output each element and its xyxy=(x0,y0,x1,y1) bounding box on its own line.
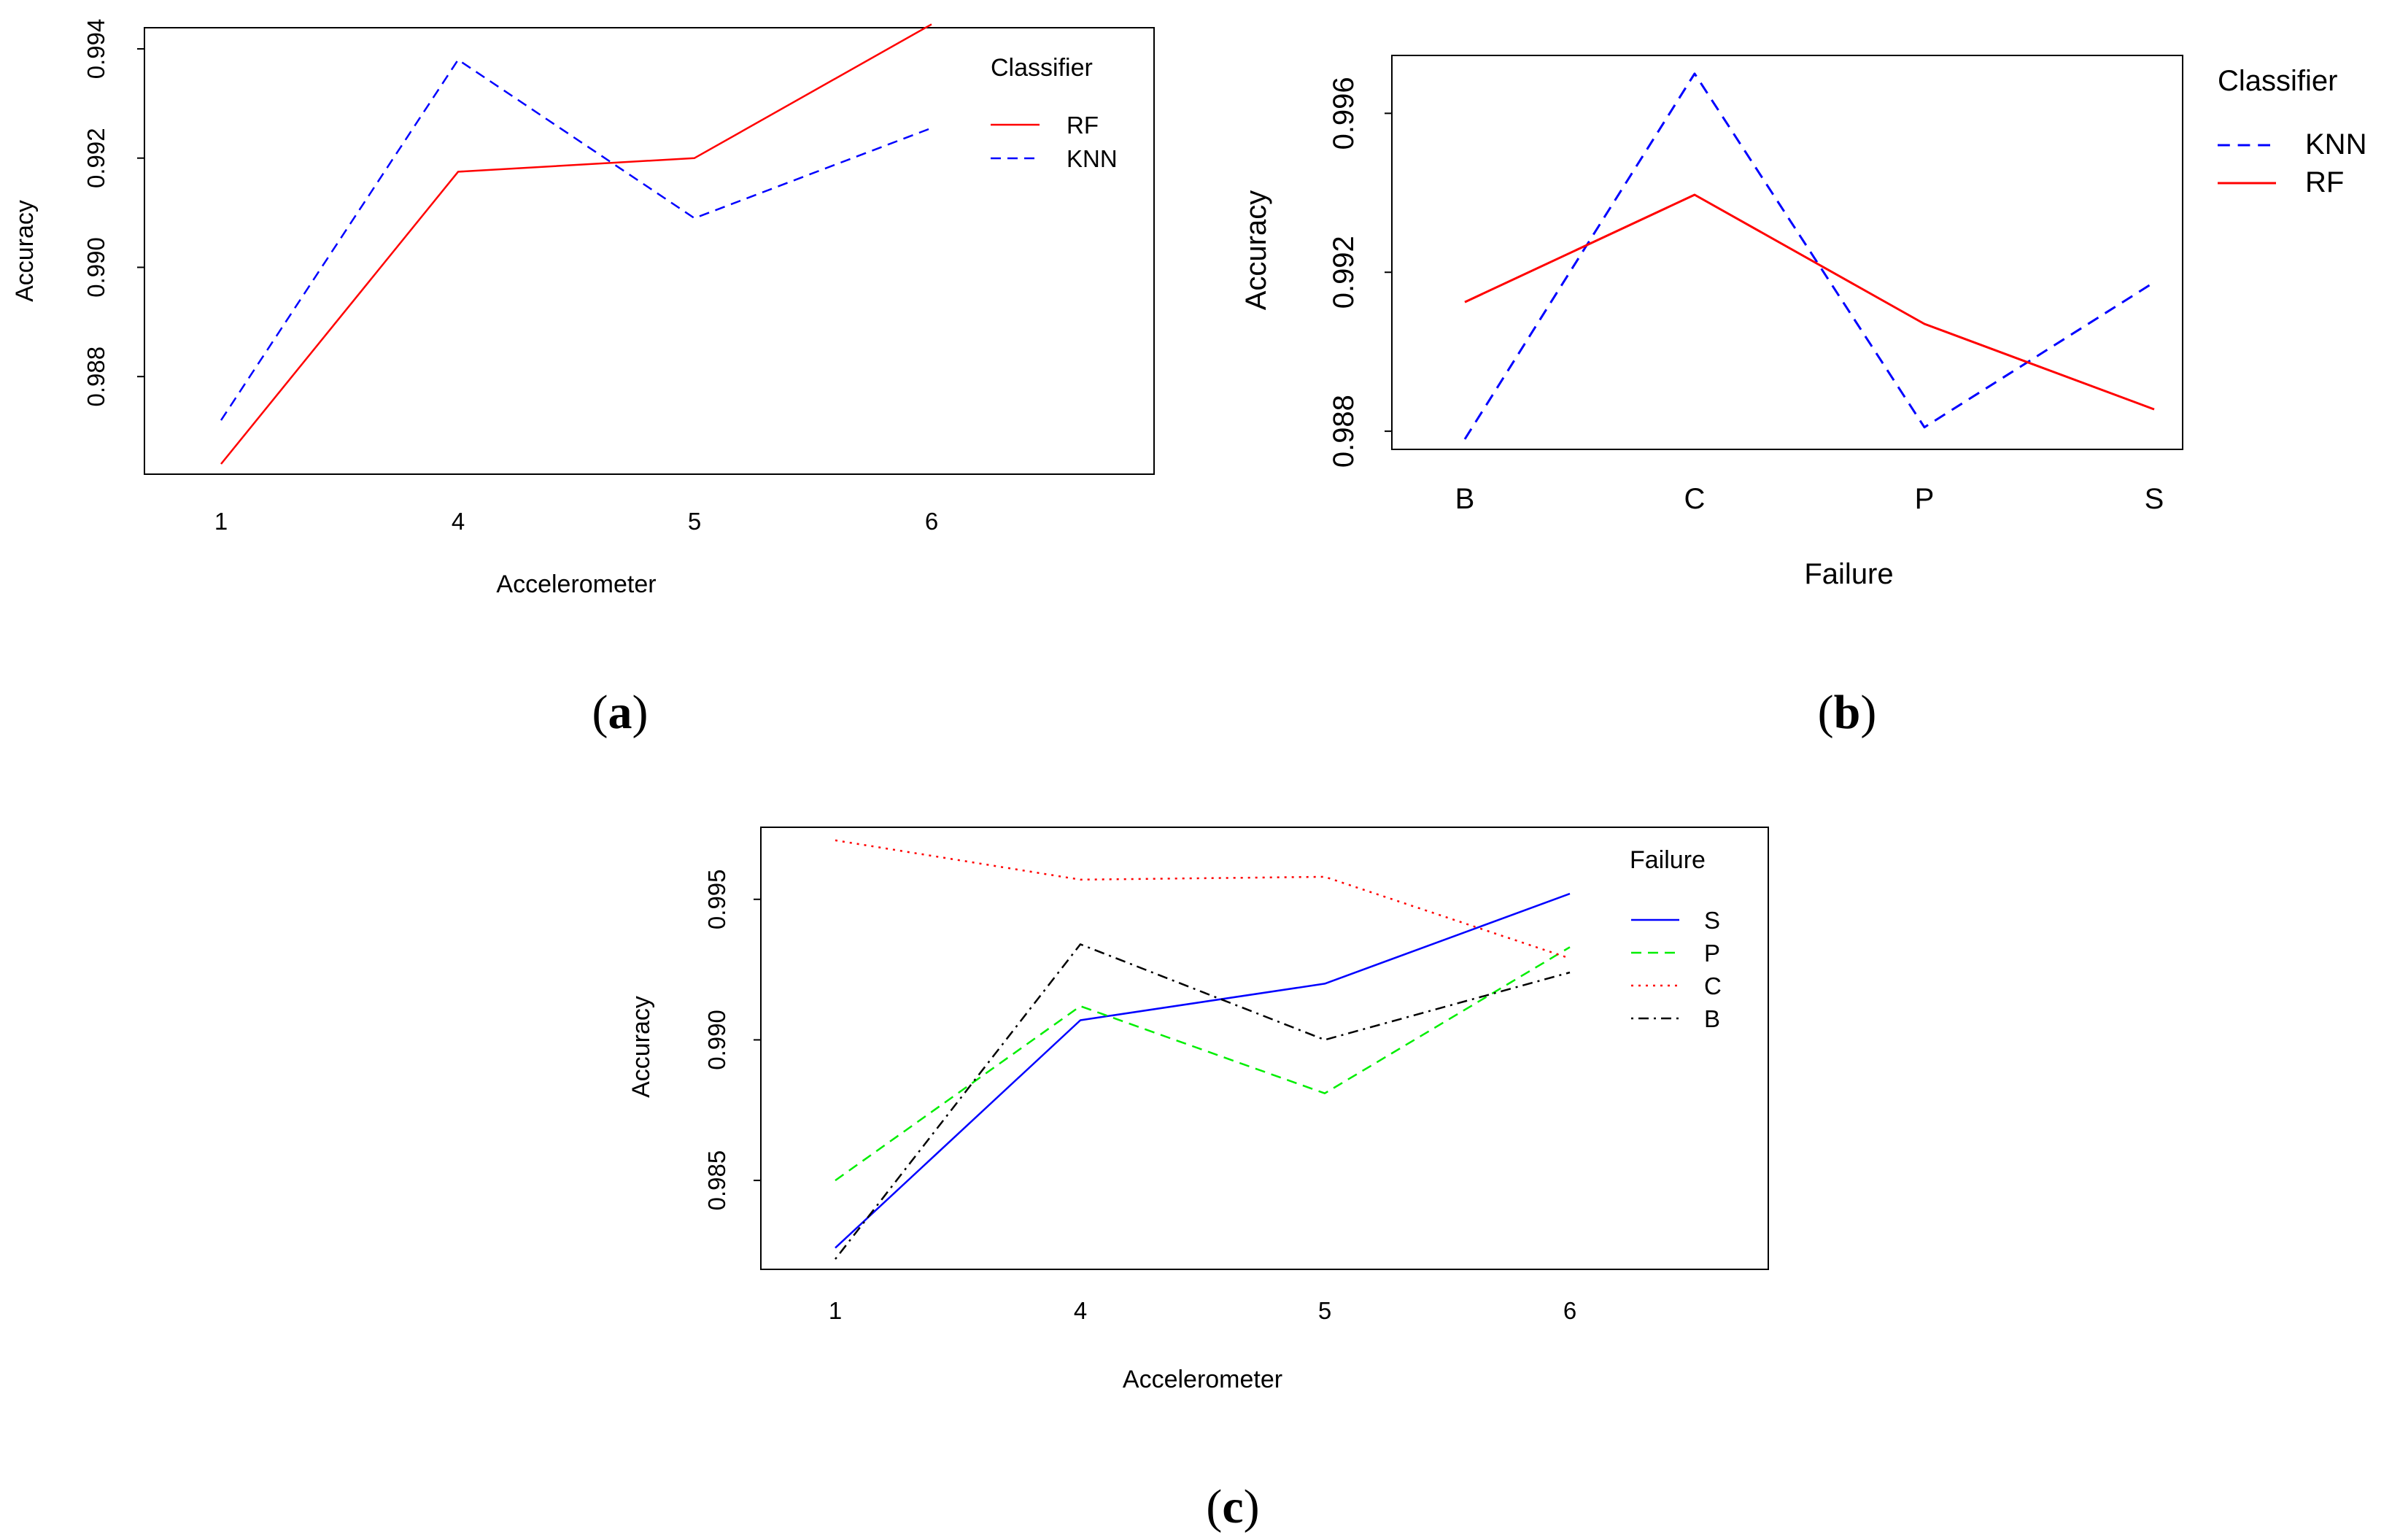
y-tick-label: 0.996 xyxy=(1328,77,1360,150)
legend-title: Classifier xyxy=(991,54,1093,82)
y-axis-label: Accuracy xyxy=(11,200,39,302)
legend: Classifier KNN RF xyxy=(2218,65,2366,198)
x-tick-label: 6 xyxy=(925,508,938,535)
x-tick-label: 5 xyxy=(688,508,701,535)
x-tick-label: C xyxy=(1684,483,1706,515)
legend-title: Classifier xyxy=(2218,65,2337,97)
legend-label-rf: RF xyxy=(1067,112,1099,139)
x-tick-label: 4 xyxy=(1074,1297,1087,1324)
caption-close-paren: ) xyxy=(632,686,649,739)
series-line-b xyxy=(835,943,1571,1260)
y-axis-label: Accuracy xyxy=(627,996,655,1098)
y-tick-label: 0.995 xyxy=(703,869,730,929)
caption-open-paren: ( xyxy=(1206,1480,1222,1533)
chart-a: 1 4 5 6 0.988 0.990 0.992 0.994 Accelerometer Acc… xyxy=(11,19,1155,598)
y-axis-label: Accuracy xyxy=(1240,190,1272,311)
caption-close-paren: ) xyxy=(1860,686,1876,739)
plot-frame xyxy=(144,27,1155,475)
y-tick-label: 0.992 xyxy=(1328,236,1360,309)
series-line-rf xyxy=(220,23,932,465)
y-tick-label: 0.990 xyxy=(703,1010,730,1070)
caption-letter: c xyxy=(1222,1480,1243,1533)
x-tick-label: 1 xyxy=(829,1297,842,1324)
series-line-c xyxy=(835,839,1571,959)
caption-letter: b xyxy=(1834,686,1861,739)
caption-letter: a xyxy=(608,686,632,739)
y-tick-label: 0.990 xyxy=(82,237,109,298)
panel-caption: (c) xyxy=(1206,1480,1259,1533)
legend: Classifier RF KNN xyxy=(991,54,1118,172)
legend-title: Failure xyxy=(1630,846,1706,874)
caption-open-paren: ( xyxy=(592,686,608,739)
legend-label-knn: KNN xyxy=(2305,128,2366,160)
legend-label-s: S xyxy=(1704,907,1720,934)
series-line-rf xyxy=(1464,193,2155,411)
legend-label-knn: KNN xyxy=(1067,145,1118,172)
x-tick-label: P xyxy=(1915,483,1935,515)
series-line-knn xyxy=(220,58,932,421)
series-line-knn xyxy=(1463,72,2155,440)
plot-frame xyxy=(760,827,1769,1270)
x-tick-label: 5 xyxy=(1318,1297,1331,1324)
panel-caption: (a) xyxy=(592,686,649,739)
y-tick-label: 0.985 xyxy=(703,1150,730,1211)
x-tick-label: S xyxy=(2145,483,2164,515)
y-tick-label: 0.988 xyxy=(82,347,109,407)
chart-c: 1 4 5 6 0.985 0.990 0.995 Accelerometer Accuracy… xyxy=(627,827,1769,1393)
x-axis-label: Accelerometer xyxy=(496,570,656,598)
series-line-s xyxy=(835,892,1571,1249)
x-tick-label: 6 xyxy=(1563,1297,1576,1324)
legend-label-p: P xyxy=(1704,940,1720,967)
y-tick-label: 0.994 xyxy=(82,19,109,80)
y-tick-label: 0.992 xyxy=(82,128,109,188)
x-tick-label: B xyxy=(1455,483,1475,515)
legend-label-b: B xyxy=(1704,1005,1720,1032)
x-tick-label: 1 xyxy=(214,508,228,535)
plot-frame xyxy=(1391,55,2183,450)
legend-label-rf: RF xyxy=(2305,166,2344,198)
panel-caption: (b) xyxy=(1818,686,1877,739)
legend-label-c: C xyxy=(1704,972,1722,999)
caption-close-paren: ) xyxy=(1244,1480,1260,1533)
x-axis-label: Failure xyxy=(1804,558,1893,590)
x-tick-label: 4 xyxy=(452,508,465,535)
chart-b: B C P S 0.988 0.992 0.996 Failure Accuracy Classi… xyxy=(1240,55,2366,590)
caption-open-paren: ( xyxy=(1818,686,1834,739)
x-axis-label: Accelerometer xyxy=(1123,1366,1282,1393)
y-tick-label: 0.988 xyxy=(1328,395,1360,468)
